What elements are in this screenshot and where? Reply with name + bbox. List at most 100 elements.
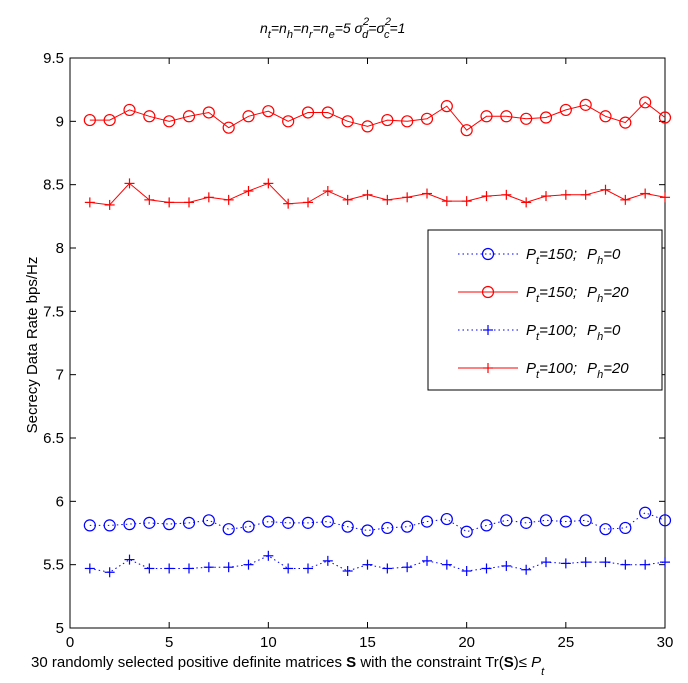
data-point bbox=[640, 559, 651, 570]
series-line bbox=[89, 101, 666, 131]
data-point bbox=[341, 520, 354, 533]
y-axis-label: Secrecy Data Rate bps/Hz bbox=[24, 257, 41, 434]
data-point bbox=[559, 103, 572, 117]
data-point bbox=[382, 194, 393, 205]
data-point bbox=[182, 110, 196, 123]
data-point bbox=[440, 512, 453, 526]
data-point bbox=[660, 557, 670, 568]
data-point bbox=[84, 197, 95, 208]
data-point bbox=[480, 519, 493, 532]
series-group bbox=[83, 96, 672, 578]
legend-marker bbox=[481, 285, 495, 299]
y-tick-label: 6.5 bbox=[43, 430, 64, 447]
data-point bbox=[541, 191, 551, 202]
data-point bbox=[402, 562, 413, 573]
data-point bbox=[342, 566, 353, 576]
data-point bbox=[202, 514, 215, 527]
data-point bbox=[420, 112, 434, 125]
x-tick-label: 15 bbox=[359, 634, 376, 651]
data-point bbox=[123, 518, 136, 531]
data-point bbox=[301, 106, 315, 119]
y-tick-label: 7.5 bbox=[43, 303, 64, 320]
data-point bbox=[599, 523, 612, 536]
series-1 bbox=[83, 506, 672, 538]
data-point bbox=[163, 115, 176, 128]
data-point bbox=[381, 113, 394, 127]
legend: Pt=150; Ph=0 Pt=150; Ph=20 Pt=100; Ph=0 Pt=100… bbox=[427, 229, 663, 391]
data-point bbox=[322, 186, 333, 196]
series-4 bbox=[84, 178, 670, 210]
data-point bbox=[124, 554, 135, 565]
data-point bbox=[480, 110, 493, 123]
data-point bbox=[460, 525, 473, 538]
x-tick-label: 30 bbox=[657, 634, 674, 651]
data-point bbox=[184, 563, 194, 574]
data-point bbox=[164, 197, 175, 208]
legend-item-2: Pt=150; Ph=20 bbox=[458, 284, 629, 305]
data-point bbox=[660, 192, 670, 203]
data-point bbox=[223, 194, 234, 205]
data-point bbox=[640, 188, 651, 199]
y-tick-label: 7 bbox=[56, 367, 64, 384]
x-axis-label: 30 randomly selected positive definite m… bbox=[31, 654, 545, 678]
data-point bbox=[143, 516, 156, 529]
data-point bbox=[104, 199, 115, 210]
x-tick-label: 20 bbox=[458, 634, 475, 651]
data-point bbox=[620, 194, 631, 205]
data-point bbox=[83, 113, 96, 127]
data-point bbox=[342, 194, 353, 205]
data-point bbox=[541, 557, 551, 568]
data-point bbox=[461, 196, 472, 207]
data-point bbox=[321, 515, 334, 528]
data-point bbox=[440, 100, 453, 113]
y-tick-label: 9 bbox=[56, 113, 64, 130]
data-point bbox=[103, 519, 116, 532]
legend-label: Pt=150; Ph=0 bbox=[526, 246, 621, 267]
data-point bbox=[222, 523, 235, 536]
data-point bbox=[420, 515, 434, 528]
data-point bbox=[619, 521, 632, 535]
x-tick-label: 25 bbox=[557, 634, 574, 651]
data-point bbox=[243, 559, 254, 570]
data-point bbox=[202, 106, 215, 119]
data-point bbox=[461, 566, 472, 576]
data-point bbox=[263, 550, 274, 561]
data-point bbox=[143, 110, 156, 123]
data-point bbox=[620, 559, 631, 570]
data-point bbox=[600, 184, 611, 195]
data-point bbox=[361, 120, 374, 133]
data-point bbox=[282, 115, 295, 128]
data-point bbox=[282, 516, 295, 529]
data-point bbox=[401, 115, 414, 128]
data-point bbox=[460, 124, 473, 137]
data-point bbox=[242, 110, 255, 123]
data-point bbox=[422, 555, 432, 566]
data-point bbox=[301, 516, 315, 529]
data-point bbox=[103, 113, 116, 127]
x-tick-label: 10 bbox=[260, 634, 277, 651]
data-point bbox=[84, 563, 95, 574]
y-tick-label: 5 bbox=[56, 620, 64, 637]
data-point bbox=[441, 196, 452, 207]
data-point bbox=[580, 189, 591, 200]
data-point bbox=[658, 514, 672, 527]
legend-box bbox=[427, 229, 663, 391]
data-point bbox=[382, 563, 393, 574]
y-tick-label: 9.5 bbox=[43, 50, 64, 67]
legend-item-4: Pt=100; Ph=20 bbox=[458, 360, 629, 381]
legend-item-3: Pt=100; Ph=0 bbox=[458, 322, 621, 343]
data-point bbox=[83, 519, 96, 532]
data-point bbox=[481, 563, 492, 574]
data-point bbox=[123, 103, 136, 117]
data-point bbox=[560, 189, 571, 200]
data-point bbox=[402, 192, 413, 203]
data-point bbox=[599, 110, 612, 123]
y-tick-label: 8.5 bbox=[43, 177, 64, 194]
data-point bbox=[243, 186, 254, 196]
data-point bbox=[144, 563, 155, 574]
data-point bbox=[639, 96, 652, 109]
chart-title: nt=nh=nr=ne=5 σ2 d=σ2 c=1 bbox=[260, 16, 405, 41]
legend-label: Pt=100; Ph=0 bbox=[526, 322, 621, 343]
legend-item-1: Pt=150; Ph=0 bbox=[458, 246, 621, 267]
legend-label: Pt=100; Ph=20 bbox=[526, 360, 629, 381]
